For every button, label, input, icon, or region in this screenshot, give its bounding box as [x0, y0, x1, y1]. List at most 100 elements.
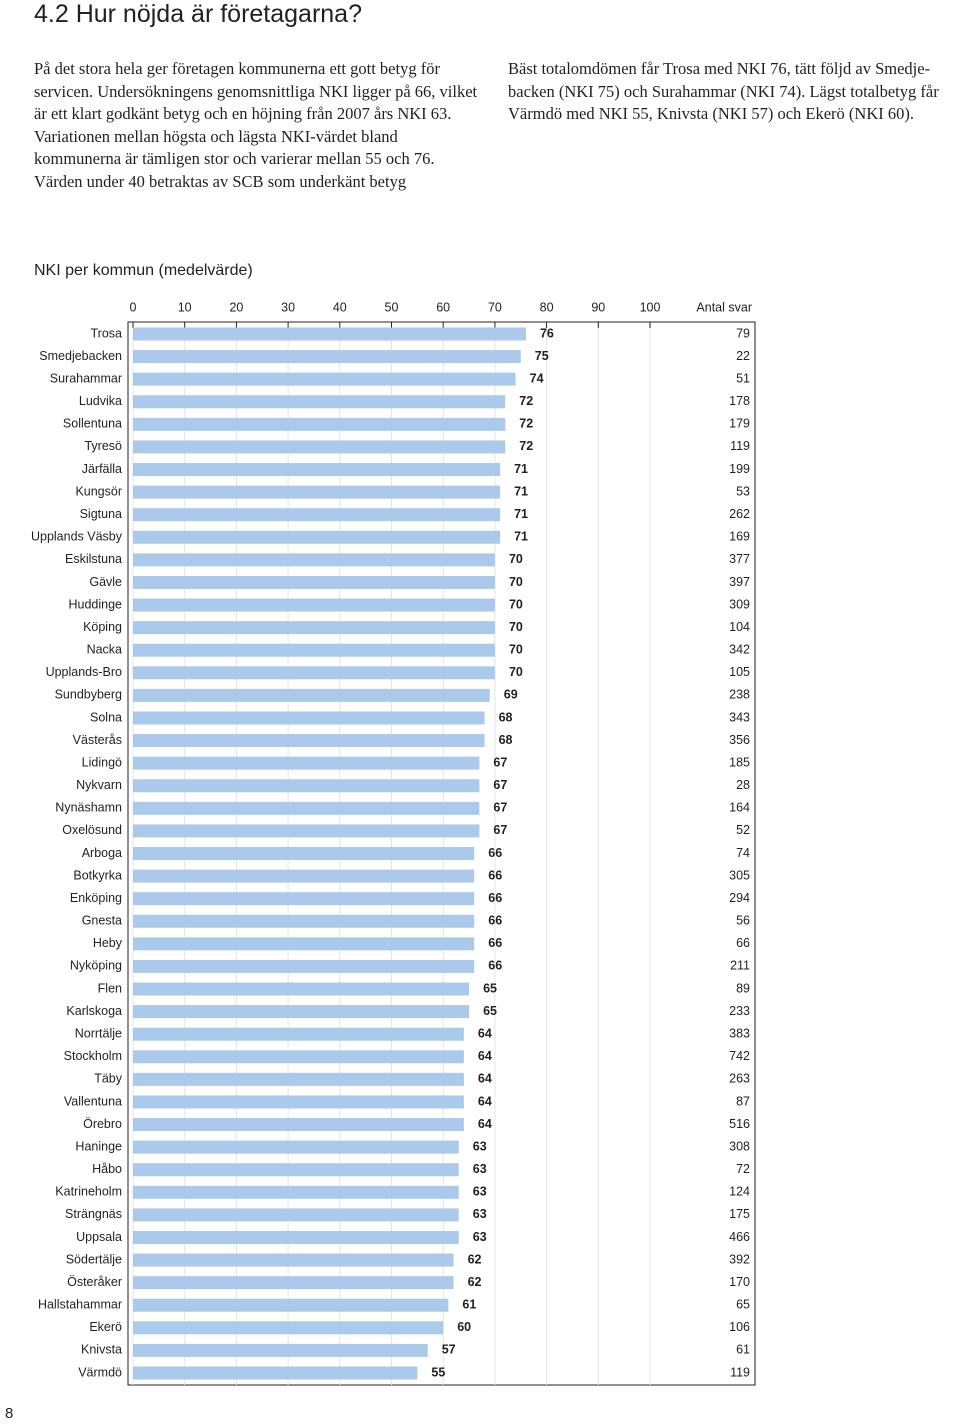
- x-tick-label: 80: [540, 300, 554, 314]
- category-label: Haninge: [75, 1139, 122, 1153]
- bar: [133, 327, 526, 341]
- count-label: 466: [729, 1230, 750, 1244]
- category-label: Vallentuna: [64, 1094, 122, 1108]
- bar: [133, 1185, 459, 1199]
- count-label: 392: [729, 1252, 750, 1266]
- count-label: 119: [730, 1365, 750, 1379]
- category-label: Stockholm: [64, 1049, 122, 1063]
- value-label: 67: [493, 755, 507, 769]
- x-tick-label: 40: [333, 300, 347, 314]
- count-label: 294: [729, 891, 750, 905]
- category-label: Södertälje: [66, 1252, 122, 1266]
- value-label: 63: [473, 1230, 487, 1244]
- count-label: 356: [729, 733, 750, 747]
- count-label: 309: [729, 597, 750, 611]
- bar: [133, 553, 495, 567]
- category-label: Sollentuna: [63, 417, 122, 431]
- bar: [133, 688, 490, 702]
- count-label: 262: [729, 507, 750, 521]
- bar: [133, 463, 501, 477]
- value-label: 70: [509, 597, 523, 611]
- count-label: 178: [729, 394, 750, 408]
- bar: [133, 824, 480, 838]
- value-label: 66: [488, 891, 502, 905]
- value-label: 71: [514, 507, 528, 521]
- value-label: 66: [488, 914, 502, 928]
- category-label: Katrineholm: [55, 1185, 122, 1199]
- value-label: 75: [535, 349, 549, 363]
- count-label: 89: [736, 981, 750, 995]
- count-label: 66: [736, 936, 750, 950]
- count-label: 106: [729, 1320, 750, 1334]
- x-tick-label: 50: [385, 300, 399, 314]
- count-label: 87: [736, 1094, 750, 1108]
- bar: [133, 937, 475, 951]
- count-label: 65: [736, 1298, 750, 1312]
- bar: [133, 1230, 459, 1244]
- count-label: 343: [729, 710, 750, 724]
- bar: [133, 801, 480, 815]
- category-label: Solna: [90, 710, 122, 724]
- category-label: Surahammar: [50, 371, 122, 385]
- bar: [133, 598, 495, 612]
- column-header: Antal svar: [696, 300, 752, 314]
- category-label: Sigtuna: [80, 507, 122, 521]
- bar: [133, 1321, 444, 1335]
- bar: [133, 1253, 454, 1267]
- bar: [133, 1095, 464, 1109]
- count-label: 383: [729, 1026, 750, 1040]
- value-label: 70: [509, 620, 523, 634]
- count-label: 169: [729, 530, 750, 544]
- count-label: 179: [729, 417, 750, 431]
- category-label: Nacka: [87, 643, 122, 657]
- bar: [133, 621, 495, 635]
- paragraph: Bäst totalomdömen får Trosa med NKI 76, …: [508, 59, 939, 123]
- value-label: 64: [478, 1026, 492, 1040]
- bar: [133, 372, 516, 386]
- bar: [133, 575, 495, 589]
- category-label: Täby: [94, 1072, 123, 1086]
- count-label: 175: [729, 1207, 750, 1221]
- bar: [133, 711, 485, 725]
- x-tick-label: 0: [130, 300, 137, 314]
- value-label: 63: [473, 1207, 487, 1221]
- count-label: 22: [736, 349, 750, 363]
- bar: [133, 1163, 459, 1177]
- category-label: Västerås: [73, 733, 122, 747]
- bar: [133, 756, 480, 770]
- count-label: 74: [736, 846, 750, 860]
- bar: [133, 1343, 428, 1357]
- value-label: 74: [530, 371, 544, 385]
- value-label: 68: [499, 733, 513, 747]
- value-label: 64: [478, 1049, 492, 1063]
- value-label: 63: [473, 1162, 487, 1176]
- category-label: Tyresö: [84, 439, 122, 453]
- bar: [133, 1072, 464, 1086]
- value-label: 71: [514, 530, 528, 544]
- count-label: 199: [729, 462, 750, 476]
- value-label: 57: [442, 1343, 456, 1357]
- bar: [133, 530, 501, 544]
- value-label: 55: [431, 1365, 445, 1379]
- bar: [133, 869, 475, 883]
- count-label: 211: [730, 959, 750, 973]
- x-tick-label: 100: [640, 300, 661, 314]
- category-label: Trosa: [91, 326, 123, 340]
- bar: [133, 734, 485, 748]
- category-label: Strängnäs: [65, 1207, 122, 1221]
- value-label: 63: [473, 1139, 487, 1153]
- count-label: 56: [736, 914, 750, 928]
- heading: 4.2 Hur nöjda är företagarna?: [34, 0, 362, 28]
- category-label: Österåker: [67, 1275, 122, 1289]
- value-label: 76: [540, 326, 554, 340]
- bar: [133, 914, 475, 928]
- value-label: 66: [488, 846, 502, 860]
- count-label: 52: [736, 823, 750, 837]
- paragraph: På det stora hela ger företagen kommuner…: [34, 59, 478, 191]
- page-number: 8: [5, 1405, 14, 1422]
- count-label: 342: [729, 643, 750, 657]
- x-tick-label: 20: [229, 300, 243, 314]
- value-label: 68: [499, 710, 513, 724]
- count-label: 305: [729, 868, 750, 882]
- count-label: 72: [736, 1162, 750, 1176]
